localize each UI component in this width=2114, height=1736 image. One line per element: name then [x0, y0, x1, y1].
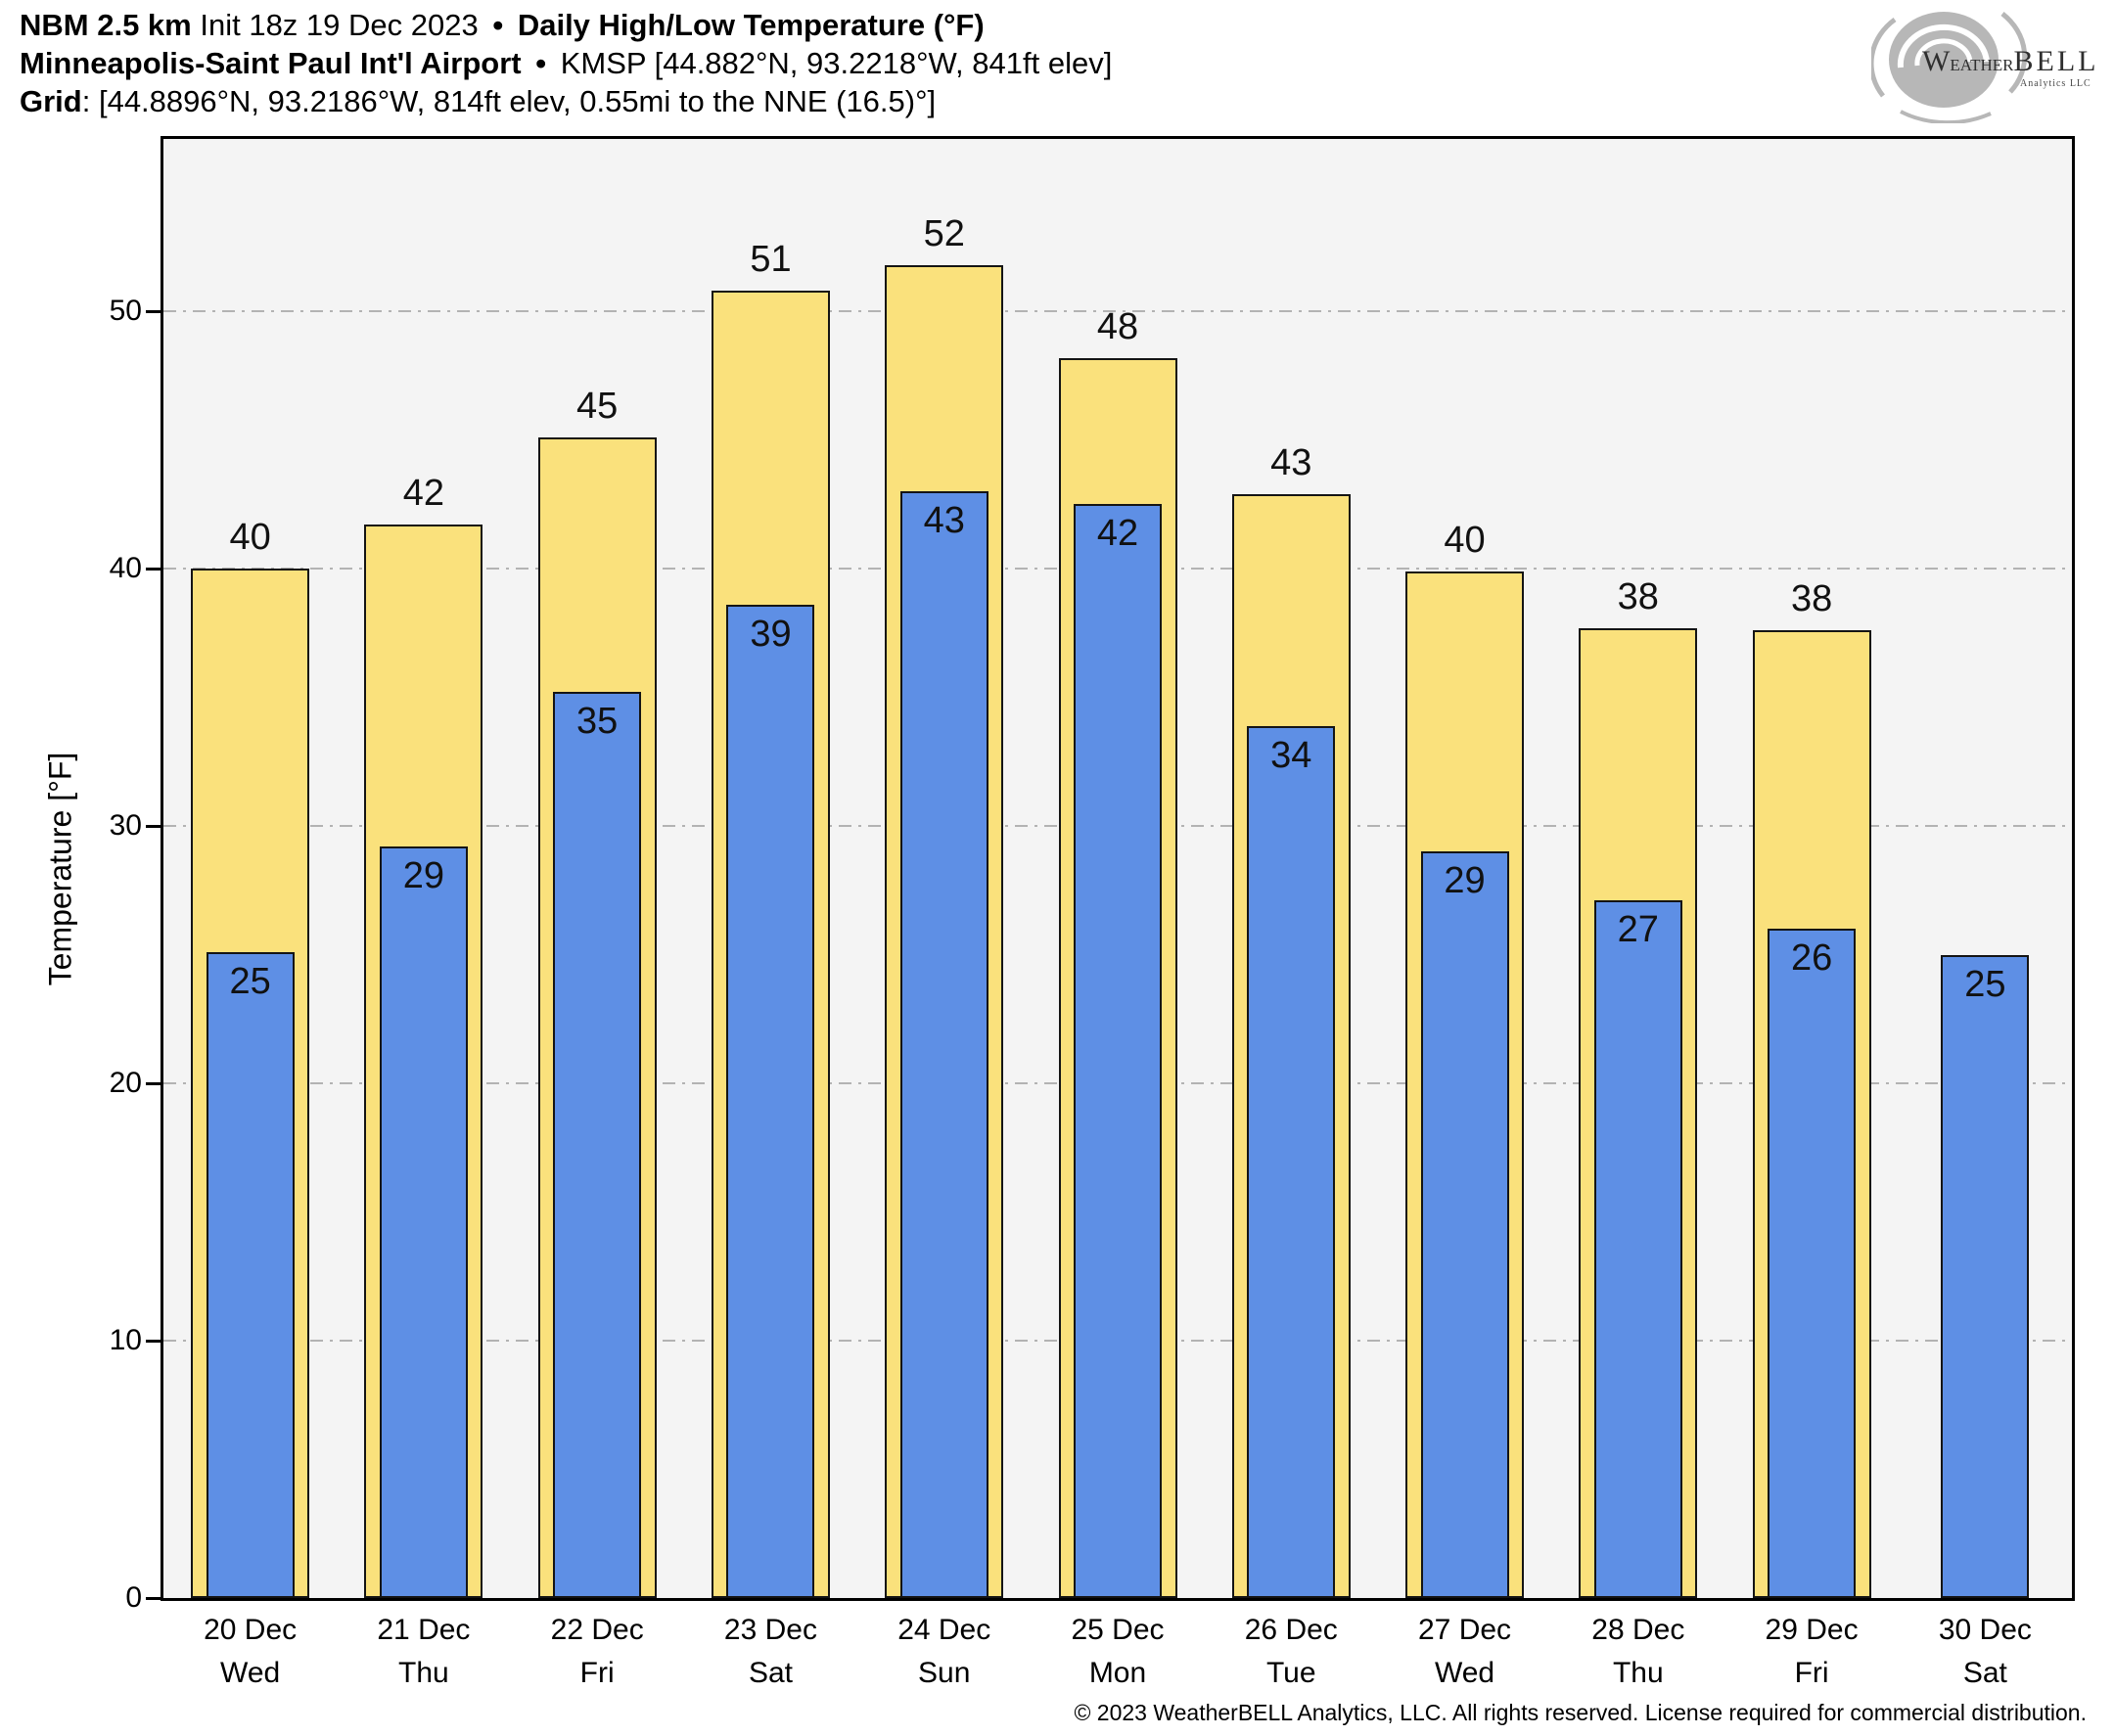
logo-text: WEATHERBELL: [1922, 45, 2099, 77]
low-bar: [1074, 504, 1162, 1598]
y-tick-label: 0: [125, 1581, 142, 1614]
low-bar: [1768, 929, 1857, 1598]
logo-swirl-icon: WEATHERBELL Analytics LLC: [1868, 12, 2099, 125]
low-value-label: 26: [1790, 937, 1833, 980]
bullet-separator: •: [535, 46, 547, 80]
low-value-label: 29: [402, 855, 445, 897]
x-tick-date: 22 Dec: [550, 1614, 644, 1646]
low-bar: [1593, 900, 1682, 1598]
grid-label: Grid: [20, 84, 82, 118]
y-tick-label: 40: [109, 552, 142, 585]
y-tick-label: 50: [109, 295, 142, 328]
x-tick-date: 23 Dec: [723, 1614, 817, 1646]
title-line-1: NBM 2.5 km Init 18z 19 Dec 2023 • Daily …: [20, 6, 1112, 44]
plot-area: 40 25 42 29 45 35 51 39 52 43 48 42 43 34 40 29 38 27 38 26…: [161, 136, 2075, 1601]
low-value-label: 35: [576, 701, 619, 743]
x-tick-date: 24 Dec: [897, 1614, 991, 1646]
high-value-label: 45: [576, 386, 619, 428]
y-tick: [146, 824, 161, 828]
weatherbell-logo: WEATHERBELL Analytics LLC: [1868, 0, 2111, 125]
high-value-label: 48: [1096, 305, 1139, 347]
low-bar: [726, 604, 815, 1598]
grid-line: [163, 310, 2072, 313]
high-value-label: 43: [1270, 441, 1312, 483]
y-tick: [146, 309, 161, 313]
x-tick-date: 25 Dec: [1071, 1614, 1165, 1646]
high-value-label: 40: [1444, 519, 1486, 561]
high-value-label: 38: [1617, 575, 1659, 617]
low-value-label: 25: [229, 960, 271, 1002]
x-tick-day: Thu: [398, 1657, 449, 1689]
x-tick-day: Fri: [1794, 1657, 1829, 1689]
x-tick-date: 20 Dec: [204, 1614, 298, 1646]
y-tick-label: 20: [109, 1067, 142, 1100]
low-bar: [379, 846, 468, 1598]
init-time: Init 18z 19 Dec 2023: [200, 8, 479, 42]
low-value-label: 43: [923, 500, 965, 542]
chart-title: Daily High/Low Temperature (°F): [517, 8, 985, 42]
x-tick-day: Mon: [1088, 1657, 1147, 1689]
y-tick: [146, 567, 161, 571]
copyright-notice: © 2023 WeatherBELL Analytics, LLC. All r…: [1074, 1700, 2087, 1725]
y-tick-label: 10: [109, 1324, 142, 1357]
low-bar: [206, 951, 295, 1598]
y-tick: [146, 1081, 161, 1085]
x-tick-date: 26 Dec: [1244, 1614, 1338, 1646]
x-tick-date: 30 Dec: [1938, 1614, 2032, 1646]
x-tick-day: Thu: [1612, 1657, 1664, 1689]
x-tick-date: 27 Dec: [1418, 1614, 1512, 1646]
low-bar: [1941, 954, 2030, 1598]
title-block: NBM 2.5 km Init 18z 19 Dec 2023 • Daily …: [20, 6, 1112, 120]
x-tick-day: Tue: [1265, 1657, 1316, 1689]
low-bar: [1247, 725, 1336, 1598]
title-line-3: Grid: [44.8896°N, 93.2186°W, 814ft elev,…: [20, 82, 1112, 120]
logo-subtext: Analytics LLC: [2020, 78, 2091, 89]
low-value-label: 39: [750, 613, 792, 655]
x-tick-day: Sat: [1962, 1657, 2007, 1689]
low-bar: [553, 692, 642, 1598]
x-tick-day: Sat: [748, 1657, 793, 1689]
high-value-label: 40: [229, 517, 271, 559]
low-value-label: 27: [1617, 909, 1659, 951]
bullet-separator: •: [492, 8, 504, 42]
grid-details: : [44.8896°N, 93.2186°W, 814ft elev, 0.5…: [81, 84, 937, 118]
x-tick-day: Wed: [220, 1657, 281, 1689]
title-line-2: Minneapolis-Saint Paul Int'l Airport • K…: [20, 44, 1112, 82]
x-tick-date: 29 Dec: [1765, 1614, 1859, 1646]
x-tick-day: Sun: [918, 1657, 971, 1689]
y-axis-title: Temperature [°F]: [42, 752, 78, 986]
low-value-label: 42: [1096, 513, 1139, 555]
y-tick-label: 30: [109, 809, 142, 843]
low-bar: [1420, 851, 1509, 1598]
x-tick-date: 21 Dec: [377, 1614, 471, 1646]
high-value-label: 52: [923, 212, 965, 254]
low-bar: [899, 491, 988, 1598]
y-tick: [146, 1339, 161, 1343]
y-tick: [146, 1596, 161, 1600]
model-name: NBM 2.5 km: [20, 8, 192, 42]
x-tick-day: Wed: [1434, 1657, 1495, 1689]
high-value-label: 42: [402, 473, 445, 515]
high-value-label: 38: [1790, 578, 1833, 620]
high-value-label: 51: [750, 239, 792, 281]
low-value-label: 29: [1444, 860, 1486, 902]
station-name: Minneapolis-Saint Paul Int'l Airport: [20, 46, 522, 80]
x-tick-day: Fri: [579, 1657, 615, 1689]
low-value-label: 25: [1964, 963, 2006, 1005]
station-details: KMSP [44.882°N, 93.2218°W, 841ft elev]: [560, 46, 1113, 80]
low-value-label: 34: [1270, 734, 1312, 776]
x-tick-date: 28 Dec: [1591, 1614, 1685, 1646]
